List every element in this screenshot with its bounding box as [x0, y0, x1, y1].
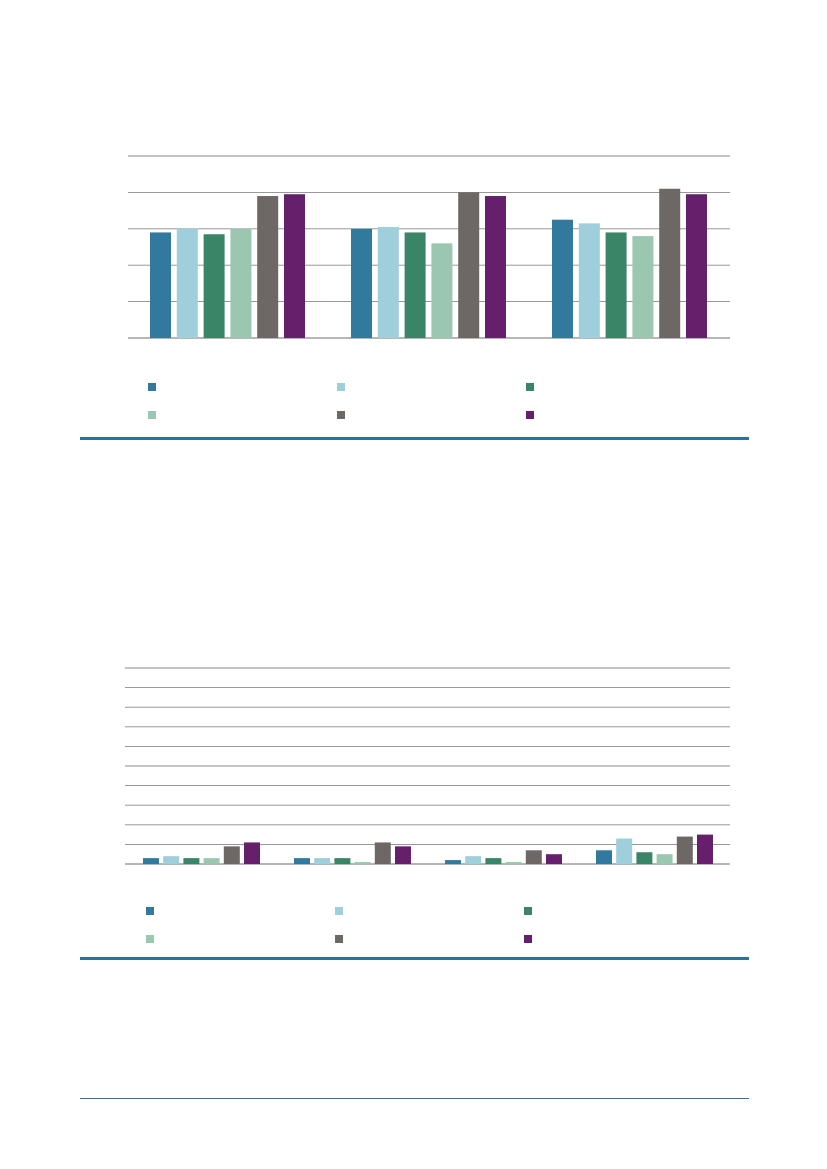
bar	[395, 846, 411, 864]
legend-item	[335, 904, 343, 918]
legend-item	[148, 380, 156, 394]
legend-swatch	[526, 411, 534, 419]
legend-swatch	[146, 935, 154, 943]
legend-swatch	[337, 383, 345, 391]
section-divider-1	[80, 437, 749, 440]
bar	[203, 858, 220, 864]
bar	[596, 850, 612, 864]
chart-2	[125, 667, 730, 865]
bar	[546, 854, 562, 864]
bar	[354, 862, 371, 864]
bar	[632, 236, 654, 338]
bar	[163, 856, 180, 864]
chart-2-legend	[146, 904, 746, 954]
bar	[203, 234, 225, 338]
legend-swatch	[148, 383, 156, 391]
bar	[578, 223, 600, 338]
chart-1	[128, 155, 730, 339]
bar	[143, 858, 159, 864]
bar	[431, 243, 453, 338]
bar	[223, 846, 240, 864]
bar	[676, 836, 693, 864]
bar	[374, 842, 391, 864]
bar	[294, 858, 310, 864]
bar	[605, 232, 627, 338]
bar	[314, 858, 331, 864]
bar	[697, 834, 713, 864]
legend-item	[337, 408, 345, 422]
chart-1-legend	[148, 380, 748, 430]
legend-item	[148, 408, 156, 422]
bar	[445, 860, 461, 864]
bar	[458, 192, 480, 338]
legend-item	[337, 380, 345, 394]
footer-rule	[80, 1098, 749, 1099]
bar	[659, 188, 681, 338]
legend-swatch	[524, 935, 532, 943]
legend-swatch	[335, 907, 343, 915]
bar	[176, 228, 198, 338]
bar	[183, 858, 200, 864]
legend-swatch	[524, 907, 532, 915]
bar	[404, 232, 426, 338]
bar	[636, 852, 653, 864]
bar	[656, 854, 673, 864]
legend-item	[146, 932, 154, 946]
bar	[485, 858, 502, 864]
bar	[244, 842, 260, 864]
legend-swatch	[148, 411, 156, 419]
legend-item	[526, 380, 534, 394]
bar	[686, 194, 707, 338]
bar	[334, 858, 351, 864]
bar	[150, 232, 171, 338]
legend-item	[526, 408, 534, 422]
bar	[465, 856, 482, 864]
bar	[284, 194, 305, 338]
legend-item	[524, 932, 532, 946]
bar	[552, 219, 573, 338]
bar	[257, 196, 279, 338]
bar	[485, 196, 506, 338]
legend-item	[146, 904, 154, 918]
bar	[230, 228, 252, 338]
bar	[525, 850, 542, 864]
legend-swatch	[526, 383, 534, 391]
legend-swatch	[337, 411, 345, 419]
bar	[377, 226, 399, 338]
legend-item	[335, 932, 343, 946]
bar	[616, 838, 633, 864]
bar	[505, 862, 522, 864]
bar	[351, 228, 372, 338]
legend-item	[524, 904, 532, 918]
legend-swatch	[335, 935, 343, 943]
legend-swatch	[146, 907, 154, 915]
section-divider-2	[80, 957, 749, 960]
